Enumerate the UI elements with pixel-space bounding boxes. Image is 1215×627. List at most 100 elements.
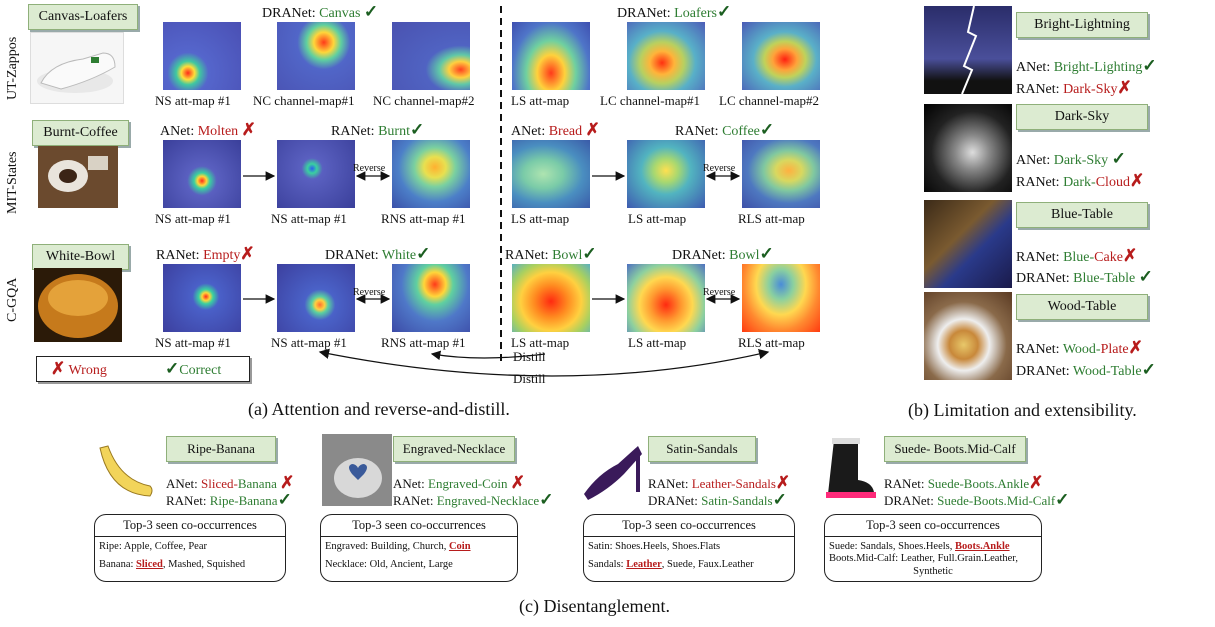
- photo-suede-boots: [812, 434, 882, 506]
- prediction-label: RANet: Dark-Cloud✗: [1016, 171, 1145, 190]
- heatmap-r2-ls-att-map-b: [627, 140, 705, 208]
- map-caption: NS att-map #1: [155, 211, 231, 226]
- panel-b-caption: (b) Limitation and extensibility.: [908, 400, 1137, 420]
- table-title: Top-3 seen co-occurrences: [95, 515, 285, 537]
- prediction-label: RANet: Dark-Sky✗: [1016, 78, 1132, 97]
- heatmap-r2-rls-att-map: [742, 140, 820, 208]
- legend-correct: ✓Correct: [165, 359, 222, 378]
- cooccurrence-table-engraved-necklace: Top-3 seen co-occurrences Engraved: Buil…: [320, 514, 518, 582]
- map-caption: NS att-map #1: [155, 93, 231, 108]
- heatmap-r1-nc-channel-map-1: [277, 22, 355, 90]
- photo-satin-sandals: [578, 434, 648, 506]
- prediction-label: ANet: Bread ✗: [511, 120, 600, 139]
- panel-a-caption: (a) Attention and reverse-and-distill.: [248, 399, 510, 419]
- table-row: Ripe: Apple, Coffee, Pear: [99, 541, 207, 552]
- prediction-label: RANet: Burnt✓: [331, 120, 425, 139]
- sample-label-canvas-loafers: Canvas-Loafers: [28, 4, 138, 30]
- cooccurrence-table-suede-boots: Top-3 seen co-occurrences Suede: Sandals…: [824, 514, 1042, 582]
- table-row: Suede: Sandals, Shoes.Heels, Boots.Ankle: [829, 541, 1010, 552]
- label-ripe-banana: Ripe-Banana: [166, 436, 276, 462]
- photo-blue-table: [924, 200, 1012, 288]
- map-caption: NC channel-map#1: [253, 93, 355, 108]
- legend-wrong: ✗ Wrong: [51, 359, 107, 378]
- map-caption: LS att-map: [628, 211, 687, 226]
- photo-dark-sky: [924, 104, 1012, 192]
- distill-label: Distill: [513, 371, 546, 386]
- map-caption: LS att-map: [511, 93, 570, 108]
- table-title: Top-3 seen co-occurrences: [825, 515, 1041, 537]
- photo-wood-table: [924, 292, 1012, 380]
- photo-canvas-loafers: [30, 32, 124, 104]
- map-caption: LC channel-map#2: [719, 93, 819, 108]
- heatmap-r3-rls-att-map: [742, 264, 820, 332]
- heatmap-r3-ls-att-map-b: [627, 264, 705, 332]
- prediction-label: RANet: Coffee✓: [675, 120, 775, 139]
- prediction-label: DRANet: White✓: [325, 244, 431, 263]
- prediction-label: DRANet: Satin-Sandals✓: [648, 490, 787, 509]
- map-caption: NS att-map #1: [271, 335, 347, 350]
- prediction-label: ANet: Engraved-Coin ✗: [393, 473, 525, 492]
- prediction-label: RANet: Engraved-Necklace✓: [393, 490, 554, 509]
- heatmap-r1-ls-att-map: [512, 22, 590, 90]
- map-caption: NS att-map #1: [271, 211, 347, 226]
- prediction-label: DRANet: Wood-Table✓: [1016, 360, 1156, 379]
- table-row: Synthetic: [913, 566, 953, 577]
- heatmap-r1-nc-channel-map-2: [392, 22, 470, 90]
- heatmap-r1-lc-channel-map-1: [627, 22, 705, 90]
- table-row: Sandals: Leather, Suede, Faux.Leather: [588, 559, 754, 570]
- label-dark-sky: Dark-Sky: [1016, 104, 1148, 130]
- photo-burnt-coffee: [38, 146, 118, 208]
- label-suede-boots: Suede- Boots.Mid-Calf: [884, 436, 1026, 462]
- prediction-label: RANet: Empty✗: [156, 244, 255, 263]
- label-bright-lightning: Bright-Lightning: [1016, 12, 1148, 38]
- photo-white-bowl: [34, 268, 122, 342]
- label-engraved-necklace: Engraved-Necklace: [393, 436, 515, 462]
- prediction-label: RANet: Suede-Boots.Ankle✗: [884, 473, 1044, 492]
- prediction-label: RANet: Wood-Plate✗: [1016, 338, 1143, 357]
- map-caption: LS att-map: [511, 335, 570, 350]
- heatmap-r2-ls-att-map: [512, 140, 590, 208]
- heatmap-r3-rns-att-map: [392, 264, 470, 332]
- map-caption: LS att-map: [511, 211, 570, 226]
- prediction-label: RANet: Bowl✓: [505, 244, 597, 263]
- heatmap-r1-lc-channel-map-2: [742, 22, 820, 90]
- map-caption: LC channel-map#1: [600, 93, 700, 108]
- table-row: Engraved: Building, Church, Coin: [325, 541, 471, 552]
- prediction-label: ANet: Molten ✗: [160, 120, 256, 139]
- heatmap-r3-ls-att-map: [512, 264, 590, 332]
- legend: ✗ Wrong ✓Correct: [36, 356, 250, 382]
- prediction-label: ANet: Sliced-Banana ✗: [166, 473, 295, 492]
- map-caption: LS att-map: [628, 335, 687, 350]
- table-row: Satin: Shoes.Heels, Shoes.Flats: [588, 541, 721, 552]
- prediction-label: RANet: Blue-Cake✗: [1016, 246, 1138, 265]
- map-caption: RLS att-map: [738, 335, 805, 350]
- heatmap-r2-rns-att-map: [392, 140, 470, 208]
- map-caption: NC channel-map#2: [373, 93, 475, 108]
- reverse-label: Reverse: [703, 287, 736, 298]
- table-title: Top-3 seen co-occurrences: [321, 515, 517, 537]
- prediction-label: DRANet: Blue-Table ✓: [1016, 267, 1153, 286]
- table-title: Top-3 seen co-occurrences: [584, 515, 794, 537]
- cooccurrence-table-ripe-banana: Top-3 seen co-occurrences Ripe: Apple, C…: [94, 514, 286, 582]
- map-caption: NS att-map #1: [155, 335, 231, 350]
- heatmap-r1-ns-att-map: [163, 22, 241, 90]
- label-wood-table: Wood-Table: [1016, 294, 1148, 320]
- prediction-label: DRANet: Bowl✓: [672, 244, 774, 263]
- sample-label-burnt-coffee: Burnt-Coffee: [32, 120, 129, 146]
- heatmap-r2-ns-att-map-b: [277, 140, 355, 208]
- table-row: Banana: Sliced, Mashed, Squished: [99, 559, 246, 570]
- table-row: Necklace: Old, Ancient, Large: [325, 559, 453, 570]
- map-caption: RNS att-map #1: [381, 335, 466, 350]
- prediction-label: DRANet: Canvas ✓: [262, 2, 379, 21]
- heatmap-r3-ns-att-map: [163, 264, 241, 332]
- map-caption: RLS att-map: [738, 211, 805, 226]
- sample-label-white-bowl: White-Bowl: [32, 244, 129, 270]
- prediction-label: DRANet: Loafers✓: [617, 2, 732, 21]
- heatmap-r2-ns-att-map: [163, 140, 241, 208]
- reverse-label: Reverse: [353, 163, 386, 174]
- prediction-label: RANet: Leather-Sandals✗: [648, 473, 791, 492]
- prediction-label: ANet: Dark-Sky ✓: [1016, 149, 1126, 168]
- cooccurrence-table-satin-sandals: Top-3 seen co-occurrences Satin: Shoes.H…: [583, 514, 795, 582]
- reverse-label: Reverse: [703, 163, 736, 174]
- panel-c-caption: (c) Disentanglement.: [519, 596, 670, 616]
